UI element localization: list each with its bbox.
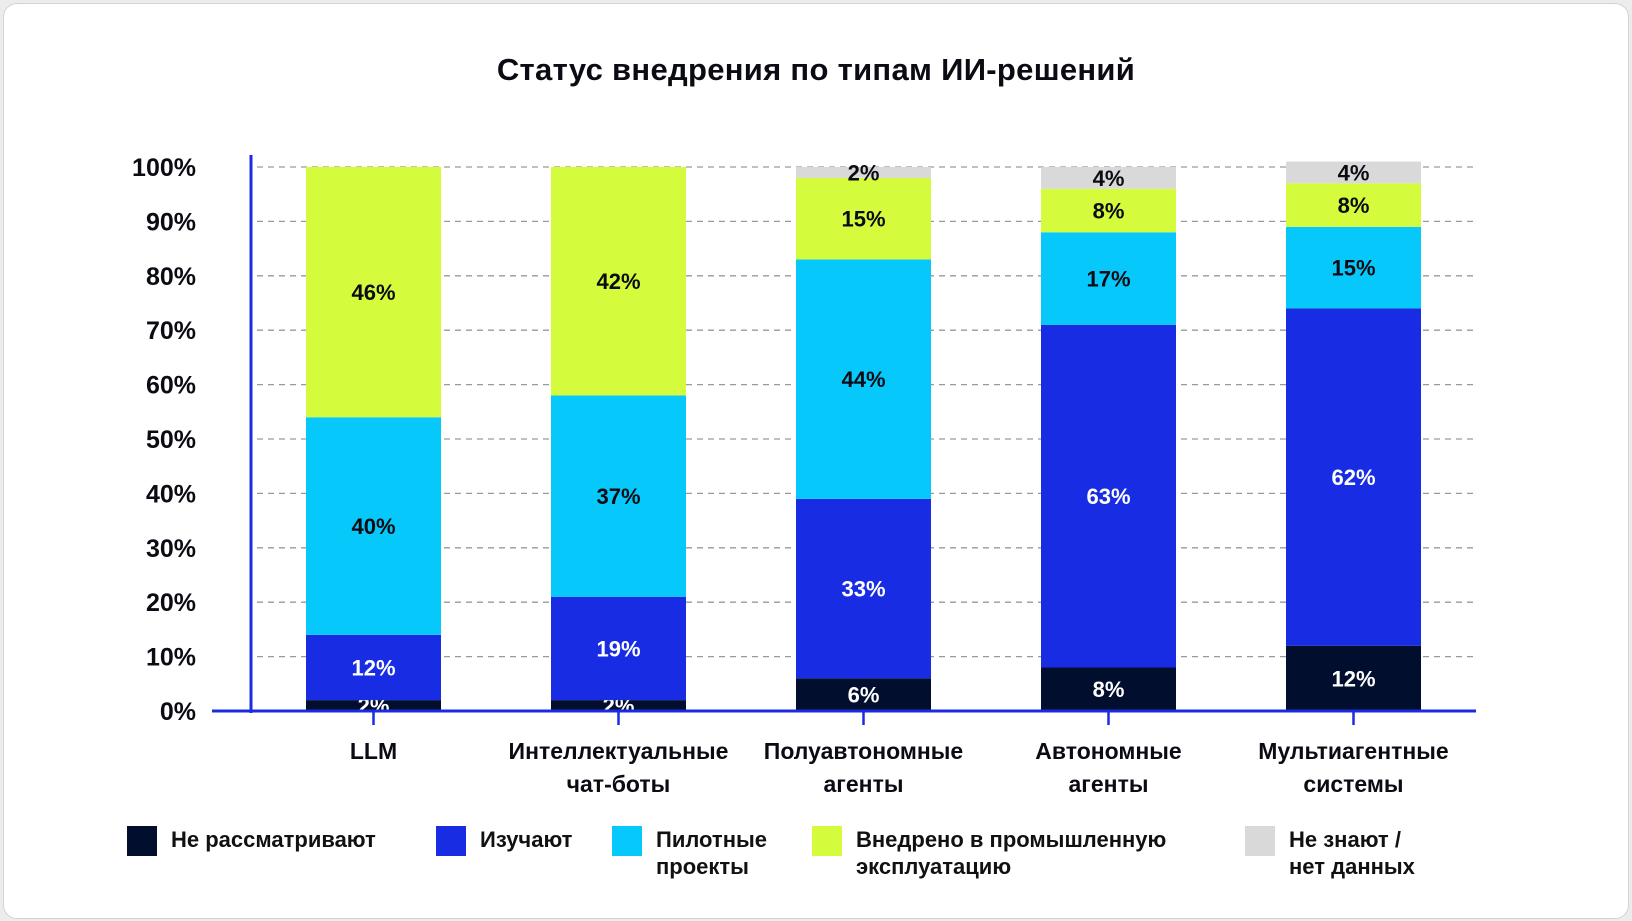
legend-label: Не рассматривают [171, 827, 376, 852]
data-label: 46% [351, 280, 395, 305]
bar-segment [796, 678, 931, 711]
legend-swatch [127, 826, 157, 856]
bar-segment [1041, 188, 1176, 233]
legend-label: Не знают / нет данных [1289, 827, 1415, 879]
legend-item: Изучают [436, 826, 572, 856]
legend-item: Не рассматривают [127, 826, 376, 856]
data-label: 44% [841, 367, 885, 392]
data-label: 4% [1338, 160, 1370, 185]
legend-item: Внедрено в промышленную эксплуатацию [812, 826, 1166, 880]
y-tick-label: 10% [146, 644, 196, 672]
data-label: 15% [1331, 256, 1375, 281]
bar-segment [551, 700, 686, 711]
legend-swatch [812, 826, 842, 856]
x-category-label: агенты [824, 771, 904, 797]
data-label: 40% [351, 514, 395, 539]
y-tick-label: 0% [160, 698, 196, 726]
chart-title: Статус внедрения по типам ИИ-решений [496, 52, 1136, 87]
bar-segment [1286, 308, 1421, 646]
y-tick-label: 30% [146, 535, 196, 563]
bar-segment [796, 177, 931, 260]
x-category-label: агенты [1069, 771, 1149, 797]
data-label: 62% [1331, 465, 1375, 490]
y-tick-label: 40% [146, 480, 196, 508]
x-category-label: Полуавтономные [764, 738, 963, 764]
y-tick-label: 80% [146, 263, 196, 291]
data-label: 12% [351, 655, 395, 680]
data-label: 15% [841, 207, 885, 232]
data-label: 8% [1093, 677, 1125, 702]
x-category-label: чат-боты [567, 771, 671, 797]
y-tick-label: 20% [146, 589, 196, 617]
data-label: 33% [841, 577, 885, 602]
legend-label: Пилотные проекты [656, 827, 767, 879]
legend-swatch [612, 826, 642, 856]
bar-segment [796, 167, 931, 178]
bar-segment [1041, 232, 1176, 325]
bar-segment [306, 167, 441, 418]
bar-segment [796, 498, 931, 679]
x-category-label: LLM [350, 738, 397, 764]
data-label: 63% [1086, 484, 1130, 509]
x-category-label: системы [1303, 771, 1403, 797]
y-tick-label: 50% [146, 426, 196, 454]
bar-segment [796, 259, 931, 499]
legend-swatch [1245, 826, 1275, 856]
data-label: 12% [1331, 666, 1375, 691]
bar-segment [1286, 161, 1421, 184]
data-label: 2% [848, 160, 880, 185]
bar-segment [306, 634, 441, 701]
y-tick-label: 100% [132, 154, 196, 182]
data-label: 6% [848, 683, 880, 708]
y-tick-label: 70% [146, 317, 196, 345]
bar-segment [1041, 167, 1176, 189]
x-category-label: Интеллектуальные [509, 738, 729, 764]
legend-swatch [436, 826, 466, 856]
y-tick-label: 60% [146, 372, 196, 400]
x-category-label: Автономные [1035, 738, 1181, 764]
bar-segment [1041, 324, 1176, 668]
bar-segment [1286, 226, 1421, 309]
data-label: 19% [596, 636, 640, 661]
bar-segment [551, 395, 686, 597]
data-label: 8% [1093, 199, 1125, 224]
bar-segment [306, 417, 441, 635]
data-label: 8% [1338, 193, 1370, 218]
bar-segment [551, 596, 686, 701]
data-label: 4% [1093, 166, 1125, 191]
bar-segment [306, 700, 441, 711]
legend-item: Пилотные проекты [612, 826, 767, 880]
legend-label: Внедрено в промышленную эксплуатацию [856, 827, 1167, 879]
data-label: 37% [596, 484, 640, 509]
legend-label: Изучают [480, 827, 573, 852]
y-tick-label: 90% [146, 208, 196, 236]
bar-segment [1286, 183, 1421, 227]
bar-segment [1286, 645, 1421, 711]
x-category-label: Мультиагентные [1258, 738, 1448, 764]
data-label: 42% [596, 269, 640, 294]
data-label: 17% [1086, 267, 1130, 292]
bar-segment [1041, 667, 1176, 711]
bar-segment [551, 167, 686, 396]
legend-item: Не знают / нет данных [1245, 826, 1415, 880]
